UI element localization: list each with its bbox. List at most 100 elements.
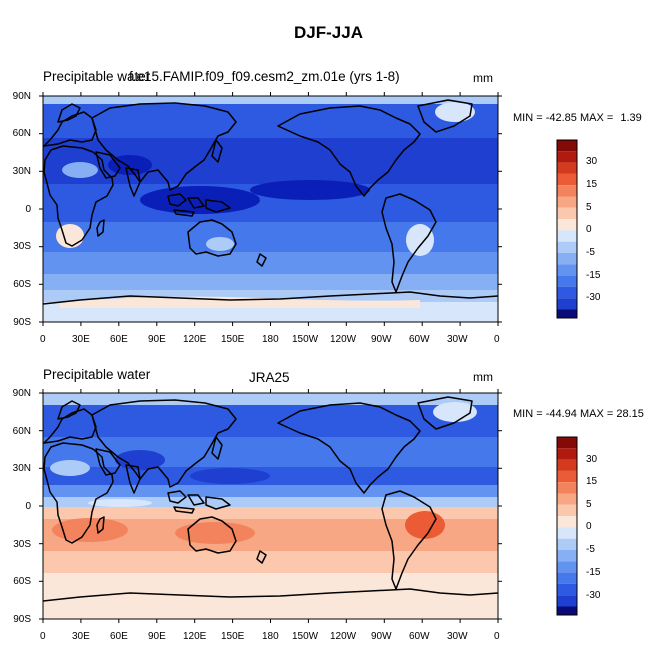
- panel-1-pacific-anomaly: [250, 180, 370, 200]
- panel-2-band-5n: [43, 497, 498, 507]
- panel-1-lon-tick: 120E: [183, 334, 207, 345]
- panel-2-lat-tick: 30S: [13, 539, 31, 550]
- panel-1-colorbar-label: 5: [586, 202, 592, 213]
- panel-1-lat-tick: 30N: [12, 166, 31, 177]
- panel-1-lon-tick: 30W: [447, 334, 468, 345]
- panel-2-lat-tick: 0: [25, 501, 31, 512]
- panel-2-colorbar-label: -5: [586, 544, 595, 555]
- panel-1-australia-field: [206, 237, 234, 251]
- panel-2-colorbar-swatch: [557, 595, 577, 607]
- panel-1-colorbar-swatch: [557, 241, 577, 253]
- panel-1-colorbar-label: -30: [586, 292, 601, 303]
- panel-2-lon-tick: 60E: [110, 631, 128, 642]
- panel-1-colorbar-swatch: [557, 162, 577, 174]
- panel-2-colorbar-swatch: [557, 493, 577, 505]
- panel-1-lat-tick: 90N: [12, 91, 31, 102]
- panel-1-lon-tick: 180: [262, 334, 279, 345]
- panel-2-colorbar-label: 0: [586, 521, 592, 532]
- panel-1-colorbar-label: 0: [586, 224, 592, 235]
- panel-2-lon-tick: 180: [262, 631, 279, 642]
- panel-2-units-label: mm: [473, 370, 493, 384]
- panel-1-case-label: f.e15.FAMIP.f09_f09.cesm2_zm.01e (yrs 1-…: [129, 69, 400, 84]
- panel-2-lon-tick: 120W: [330, 631, 357, 642]
- panel-1-map: [39, 92, 502, 326]
- panel-1-colorbar-swatch: [557, 230, 577, 242]
- panel-2-colorbar-frame: [556, 436, 578, 616]
- panel-2-colorbar-swatch: [557, 482, 577, 494]
- panel-2-band-20n: [43, 467, 498, 485]
- panel-2-colorbar-swatch: [557, 459, 577, 471]
- panel-2-map: [39, 389, 502, 623]
- panel-1-colorbar-swatch: [557, 207, 577, 220]
- panel-2-lon-tick: 150E: [221, 631, 245, 642]
- panel-1-lat-tick: 60N: [12, 128, 31, 139]
- panel-2-band-60s: [43, 573, 498, 603]
- panel-2-lat-tick: 90N: [12, 388, 31, 399]
- panel-1-lat-tick: 30S: [13, 241, 31, 252]
- panel-2-lon-tick: 90E: [148, 631, 166, 642]
- panel-1-lat-tick: 60S: [13, 279, 31, 290]
- panel-2-colorbar-swatch: [557, 437, 577, 449]
- panel-1-band-60n: [43, 104, 498, 138]
- panel-2-min-value: -44.94: [545, 408, 577, 420]
- panel-1-colorbar-swatch: [557, 173, 577, 186]
- panel-2-band-10n: [43, 485, 498, 497]
- panel-2-pacific-anomaly: [190, 468, 270, 484]
- panel-1-lon-tick: 150W: [292, 334, 319, 345]
- panel-1-lon-tick: 0: [494, 334, 500, 345]
- panel-2-lat-tick: 60N: [12, 426, 31, 437]
- panel-1-colorbar-label: -15: [586, 270, 601, 281]
- panel-1-band-45s: [43, 252, 498, 274]
- panel-1-africa-positive: [56, 224, 84, 248]
- panel-1-colorbar-swatch: [557, 185, 577, 197]
- panel-1-lon-tick: 90W: [371, 334, 392, 345]
- panel-2-colorbar-label: -30: [586, 590, 601, 601]
- panel-1-units-label: mm: [473, 71, 493, 85]
- panel-2-lon-tick: 0: [494, 631, 500, 642]
- panel-1-greenland-field: [435, 102, 475, 122]
- panel-1-ticks: [39, 92, 502, 326]
- panel-1-lon-tick: 120W: [330, 334, 357, 345]
- panel-2-lat-tick: 90S: [13, 614, 31, 625]
- panel-1-lon-tick: 150E: [221, 334, 245, 345]
- panel-1-colorbar-swatch: [557, 140, 577, 152]
- panel-2-lat-tick: 30N: [12, 463, 31, 474]
- panel-2-band-60n: [43, 405, 498, 437]
- panel-1-colorbar-swatch: [557, 264, 577, 276]
- panel-2-band-antarctic: [43, 603, 498, 619]
- panel-1-max-label: MAX =: [579, 112, 614, 124]
- panel-2-lon-tick: 60W: [409, 631, 430, 642]
- panel-1-lon-tick: 60E: [110, 334, 128, 345]
- panel-1-colorbar-swatch: [557, 253, 577, 265]
- panel-2-ticks: [39, 389, 502, 623]
- panel-2-colorbar-swatch: [557, 448, 577, 460]
- panel-2-australia-anomaly: [175, 522, 255, 544]
- panel-1-colorbar-swatch: [557, 298, 577, 310]
- panel-2-colorbar-swatch: [557, 516, 577, 528]
- panel-2-africa-anomaly: [52, 518, 128, 542]
- panel-1-lon-tick: 90E: [148, 334, 166, 345]
- panel-1-antarctic-positive: [60, 296, 420, 308]
- panel-1-colorbar-label: 30: [586, 156, 598, 167]
- panel-2-lon-tick: 120E: [183, 631, 207, 642]
- panel-2-stats: MIN = -44.94 MAX = 28.15: [513, 408, 644, 420]
- panel-1-lat-tick: 0: [25, 204, 31, 215]
- panel-2-colorbar-swatch: [557, 527, 577, 539]
- panel-1-lon-tick: 60W: [409, 334, 430, 345]
- panel-1-colorbar-swatch: [557, 196, 577, 208]
- panel-2-max-label: MAX =: [579, 408, 614, 420]
- panel-1-arctic-band: [43, 96, 498, 104]
- panel-2-min-label: MIN =: [513, 408, 543, 420]
- panel-2-colorbar-label: -15: [586, 567, 601, 578]
- panel-1-samerica-positive: [406, 224, 434, 256]
- panel-2-samerica-anomaly: [405, 511, 445, 539]
- panel-1-colorbar-swatch: [557, 286, 577, 299]
- panel-1-colorbar-swatch: [557, 309, 577, 318]
- panel-2-max-value: 28.15: [616, 408, 644, 420]
- panel-2-lon-tick: 30W: [447, 631, 468, 642]
- panel-2-lon-tick: 30E: [72, 631, 90, 642]
- panel-2-colorbar-label: 30: [586, 454, 598, 465]
- panel-2-colorbar-swatch: [557, 538, 577, 550]
- panel-1-lat-tick: 90S: [13, 317, 31, 328]
- panel-1-lon-tick: 30E: [72, 334, 90, 345]
